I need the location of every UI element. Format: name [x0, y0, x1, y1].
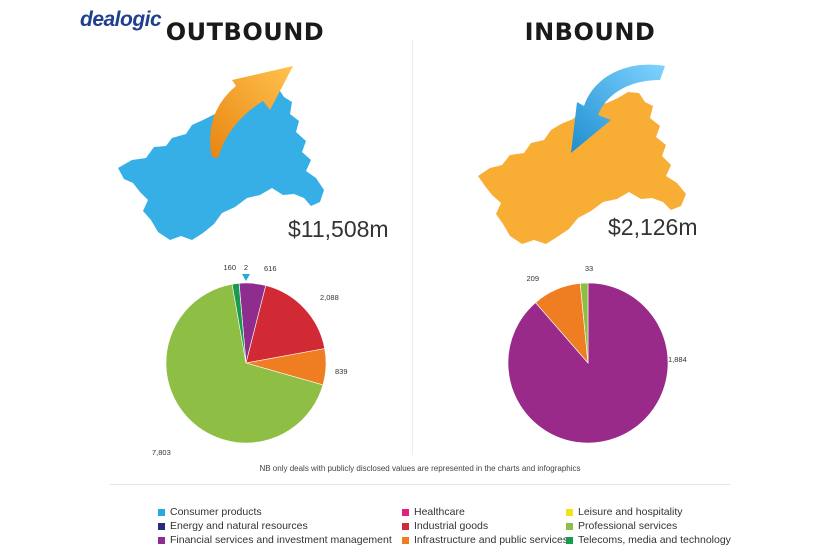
inbound-arrow [571, 64, 665, 153]
inbound-pie-chart: 1,884 209 33 [507, 264, 687, 444]
legend-item: Consumer products [158, 506, 402, 518]
outbound-pie-chart: 2 616 2,088 839 7,803 160 [152, 263, 348, 457]
inbound-region-map [478, 92, 686, 244]
legend-item: Infrastructure and public services [402, 534, 569, 546]
outbound-amount: $11,508m [288, 216, 389, 242]
pie-data-label: 2 [244, 263, 248, 272]
legend-swatch [566, 508, 573, 516]
pie-data-label: 7,803 [152, 448, 171, 457]
panel-divider [412, 40, 413, 455]
inbound-amount: $2,126m [608, 214, 698, 240]
pie-data-label: 1,884 [668, 355, 687, 364]
legend-swatch [402, 522, 409, 530]
pie-slice [245, 285, 326, 364]
legend-label: Professional services [578, 520, 678, 532]
legend-label: Energy and natural resources [170, 520, 308, 532]
legend-item: Professional services [566, 520, 756, 532]
sector-legend: Consumer products Healthcare Leisure and… [158, 506, 758, 546]
outbound-arrow [210, 66, 293, 158]
legend-label: Leisure and hospitality [578, 506, 683, 518]
dealogic-logo: dealogic [80, 8, 162, 31]
legend-swatch [158, 536, 165, 544]
pie-data-label: 160 [223, 263, 236, 272]
pie-data-label: 2,088 [320, 293, 339, 302]
legend-item: Financial services and investment manage… [158, 534, 402, 546]
legend-swatch [158, 508, 165, 516]
legend-item: Industrial goods [402, 520, 566, 532]
pie-data-label: 209 [526, 274, 539, 283]
legend-item: Telecoms, media and technology [566, 534, 756, 546]
pie-slice [165, 283, 324, 444]
legend-item: Healthcare [402, 506, 566, 518]
note-separator [110, 484, 730, 485]
legend-swatch [402, 536, 409, 544]
legend-label: Industrial goods [414, 520, 489, 532]
legend-item: Energy and natural resources [158, 520, 402, 532]
legend-swatch [158, 522, 165, 530]
pie-slice [231, 282, 247, 364]
pie-data-label: 33 [585, 264, 593, 273]
disclosure-note: NB only deals with publicly disclosed va… [259, 464, 581, 473]
legend-item: Leisure and hospitality [566, 506, 756, 518]
legend-label: Infrastructure and public services [414, 534, 569, 546]
pie-data-label: 839 [335, 367, 348, 376]
outbound-title: OUTBOUND [165, 18, 325, 46]
pie-slice [579, 282, 589, 364]
legend-swatch [566, 536, 573, 544]
outbound-region-map [118, 88, 324, 240]
legend-label: Consumer products [170, 506, 262, 518]
pie-data-label: 616 [264, 264, 277, 273]
inbound-title: INBOUND [524, 18, 656, 46]
legend-label: Telecoms, media and technology [578, 534, 731, 546]
slice-marker-icon [242, 274, 250, 281]
legend-swatch [402, 508, 409, 516]
legend-label: Healthcare [414, 506, 465, 518]
legend-swatch [566, 522, 573, 530]
legend-label: Financial services and investment manage… [170, 534, 392, 546]
